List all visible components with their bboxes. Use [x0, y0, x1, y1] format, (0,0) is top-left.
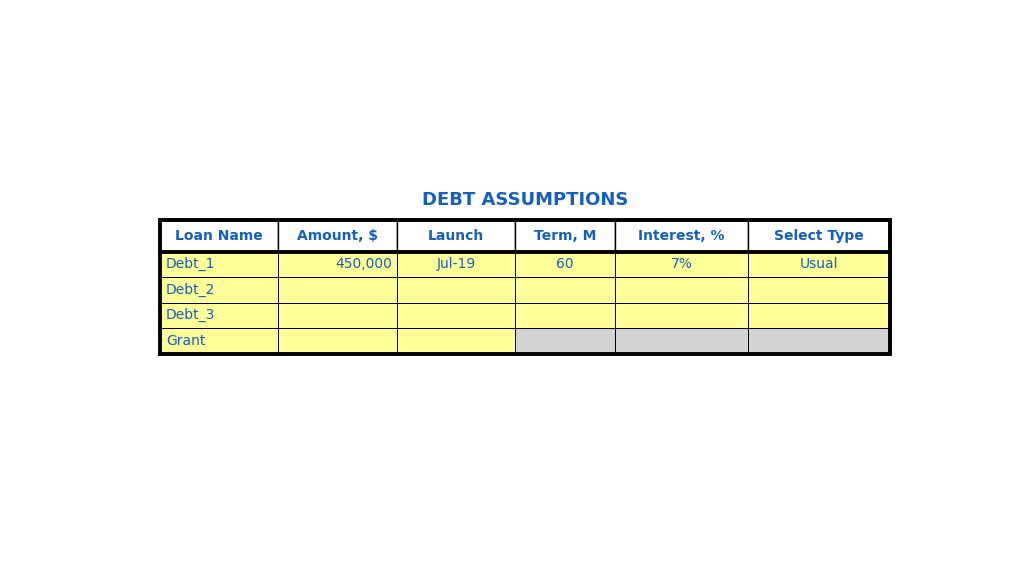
Bar — [160, 302, 279, 328]
Text: Grant: Grant — [166, 334, 206, 348]
Text: 7%: 7% — [671, 257, 692, 271]
Bar — [396, 220, 515, 252]
Bar — [396, 277, 515, 302]
Bar — [614, 277, 749, 302]
Text: 60: 60 — [556, 257, 573, 271]
Bar — [749, 220, 890, 252]
Text: DEBT ASSUMPTIONS: DEBT ASSUMPTIONS — [422, 191, 628, 209]
Bar — [396, 328, 515, 354]
Bar — [160, 220, 279, 252]
Bar — [614, 328, 749, 354]
Bar — [160, 220, 890, 354]
Text: Term, M: Term, M — [534, 229, 596, 243]
Bar — [614, 252, 749, 277]
Bar — [160, 277, 279, 302]
Bar — [749, 277, 890, 302]
Text: Debt_2: Debt_2 — [166, 283, 215, 297]
Bar — [749, 328, 890, 354]
Bar — [160, 328, 279, 354]
Bar — [515, 302, 614, 328]
Text: Interest, %: Interest, % — [638, 229, 725, 243]
Bar — [515, 277, 614, 302]
Bar — [515, 328, 614, 354]
Text: Debt_3: Debt_3 — [166, 308, 215, 323]
Text: Usual: Usual — [800, 257, 839, 271]
Bar — [614, 302, 749, 328]
Text: 450,000: 450,000 — [335, 257, 392, 271]
Text: Launch: Launch — [428, 229, 484, 243]
Text: Select Type: Select Type — [774, 229, 864, 243]
Bar — [749, 302, 890, 328]
Bar — [396, 302, 515, 328]
Bar — [396, 252, 515, 277]
Bar — [160, 252, 279, 277]
Bar — [279, 302, 396, 328]
Bar — [749, 252, 890, 277]
Text: Jul-19: Jul-19 — [436, 257, 475, 271]
Bar — [279, 277, 396, 302]
Bar — [614, 220, 749, 252]
Bar — [515, 220, 614, 252]
Bar — [279, 252, 396, 277]
Text: Loan Name: Loan Name — [175, 229, 263, 243]
Bar — [279, 220, 396, 252]
Bar — [279, 328, 396, 354]
Text: Amount, $: Amount, $ — [297, 229, 378, 243]
Text: Debt_1: Debt_1 — [166, 257, 216, 271]
Bar — [515, 252, 614, 277]
